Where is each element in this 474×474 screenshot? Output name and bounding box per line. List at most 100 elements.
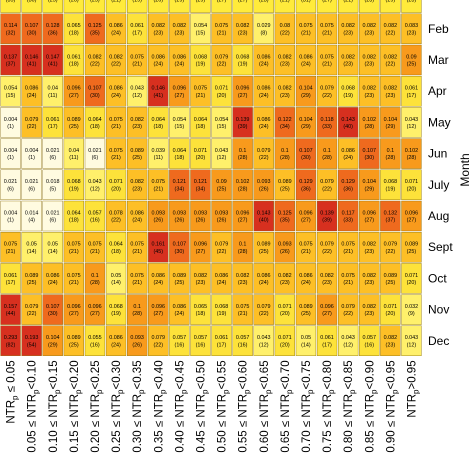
cell-value-label: 0.125 [278, 210, 292, 216]
cell-count-label: (27) [364, 218, 374, 224]
cell-value-label: 0.079 [341, 304, 355, 310]
cell-value-label: 0.061 [130, 23, 144, 29]
cell-value-label: 0.093 [257, 179, 271, 185]
cell-value-label: 0.096 [363, 210, 377, 216]
cell-count-label: (20) [280, 342, 290, 348]
cell-value-label: 0.043 [130, 86, 144, 92]
cell-count-label: (33) [322, 124, 332, 130]
cell-count-label: (18) [111, 249, 121, 255]
month-label: Nov [428, 303, 449, 317]
cell-count-label: (14) [27, 249, 37, 255]
cell-count-label: (24) [111, 30, 121, 36]
cell-count-label: (30) [27, 30, 37, 36]
cell-count-label: (27) [175, 93, 185, 99]
heatmap-cell [190, 325, 211, 356]
x-axis-label: 0.25 ≤ NTRp<0.30 [111, 360, 125, 452]
cell-count-label: (29) [175, 0, 185, 3]
cell-count-label: (39) [238, 124, 248, 130]
cell-value-label: 0.068 [236, 54, 250, 60]
cell-count-label: (22) [111, 218, 121, 224]
cell-value-label: 0.089 [405, 242, 419, 248]
cell-count-label: (18) [69, 218, 79, 224]
cell-count-label: (22) [217, 62, 227, 68]
heatmap-cell [253, 0, 274, 13]
month-label: July [428, 178, 449, 192]
cell-count-label: (17) [322, 342, 332, 348]
heatmap-cell [126, 325, 148, 356]
heatmap-cell [190, 294, 211, 325]
heatmap-cell [274, 200, 295, 232]
heatmap-cell [338, 107, 359, 138]
cell-count-label: (15) [196, 30, 206, 36]
heatmap-cell [295, 169, 317, 201]
heatmap-cell [401, 263, 422, 294]
heatmap-cells: (35) (30) (25) (26) (25) (21) (19) (26) (29) (29)… [0, 0, 422, 356]
cell-count-label: (30) [90, 93, 100, 99]
heatmap-cell [338, 0, 359, 13]
cell-value-label: 0.004 [4, 117, 18, 123]
cell-count-label: (37) [6, 62, 16, 68]
heatmap-cell [63, 169, 85, 201]
cell-count-label: (22) [322, 186, 332, 192]
heatmap-cell [338, 75, 359, 107]
heatmap-cell [274, 169, 295, 201]
month-label: Mar [428, 53, 449, 67]
heatmap-cell [380, 294, 401, 325]
heatmap-cell [126, 231, 148, 263]
cell-count-label: (30) [48, 311, 58, 317]
cell-value-label: 0.139 [236, 117, 250, 123]
cell-value-label: 0.05 [301, 335, 312, 341]
heatmap-cell [21, 75, 42, 107]
cell-value-label: 0.082 [152, 23, 166, 29]
heatmap-cell [274, 263, 295, 294]
heatmap-cell [232, 75, 253, 107]
cell-value-label: 0.018 [46, 179, 60, 185]
cell-value-label: 0.107 [25, 23, 39, 29]
cell-count-label: (25) [175, 280, 185, 286]
cell-count-label: (14) [111, 280, 121, 286]
cell-count-label: (29) [364, 186, 374, 192]
y-axis-title: Month [458, 153, 472, 186]
cell-count-label: (29) [386, 124, 396, 130]
heatmap-cell [295, 263, 317, 294]
cell-count-label: (28) [386, 155, 396, 161]
cell-value-label: 0.064 [173, 148, 187, 154]
heatmap-cell [359, 231, 380, 263]
cell-value-label: 0.086 [25, 86, 39, 92]
heatmap-cell [63, 44, 85, 76]
cell-value-label: 0.068 [194, 54, 208, 60]
cell-count-label: (21) [69, 249, 79, 255]
heatmap-cell [401, 294, 422, 325]
cell-count-label: (16) [90, 342, 100, 348]
cell-count-label: (21) [111, 155, 121, 161]
cell-value-label: 0.086 [130, 210, 144, 216]
cell-count-label: (19) [386, 186, 396, 192]
heatmap-cell [105, 294, 127, 325]
cell-value-label: 0.086 [109, 335, 123, 341]
heatmap-cell [21, 44, 42, 76]
heatmap-cell [42, 138, 63, 169]
cell-value-label: 0.128 [46, 23, 60, 29]
heatmap-cell [126, 44, 148, 76]
heatmap-cell [42, 231, 63, 263]
cell-value-label: 0.075 [4, 242, 18, 248]
cell-value-label: 0.082 [363, 54, 377, 60]
heatmap-cell [380, 263, 401, 294]
heatmap-cell [316, 231, 338, 263]
x-axis-label: 0.75 ≤ NTRp<0.80 [322, 360, 336, 452]
cell-count-label: (12) [407, 342, 417, 348]
cell-value-label: 0.122 [278, 117, 292, 123]
heatmap-cell [63, 138, 85, 169]
heatmap-cell [105, 107, 127, 138]
heatmap-cell [105, 263, 127, 294]
heatmap-cell [359, 263, 380, 294]
cell-value-label: 0.096 [152, 304, 166, 310]
cell-value-label: 0.004 [25, 148, 39, 154]
heatmap-cell [211, 13, 232, 45]
cell-value-label: 0.096 [236, 86, 250, 92]
cell-value-label: 0.082 [278, 273, 292, 279]
heatmap-cell [190, 169, 211, 201]
heatmap-cell [42, 107, 63, 138]
cell-value-label: 0.075 [299, 23, 313, 29]
heatmap-cell [148, 231, 169, 263]
